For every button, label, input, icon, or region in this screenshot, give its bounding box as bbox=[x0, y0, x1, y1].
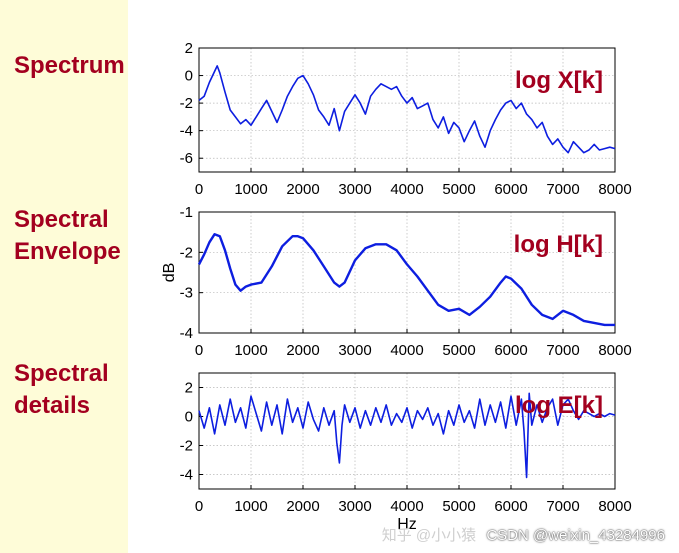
y-axis-label: dB bbox=[161, 263, 178, 283]
x-tick-label: 3000 bbox=[338, 498, 371, 515]
x-tick-label: 0 bbox=[195, 181, 203, 198]
series-line-3 bbox=[198, 392, 616, 479]
y-tick-label: -1 bbox=[180, 204, 193, 221]
y-tick-label: -2 bbox=[180, 95, 193, 112]
x-tick-label: 2000 bbox=[286, 342, 319, 359]
x-tick-label: 1000 bbox=[234, 181, 267, 198]
panel-annotation: log H[k] bbox=[514, 231, 603, 258]
y-tick-label: 0 bbox=[185, 409, 193, 426]
x-tick-label: 5000 bbox=[442, 181, 475, 198]
watermark: 知乎 @小小猿 CSDN @weixin_43284996 bbox=[382, 524, 665, 545]
label-spectral-envelope: Spectral Envelope bbox=[14, 206, 121, 265]
x-tick-label: 4000 bbox=[390, 342, 423, 359]
x-tick-label: 7000 bbox=[546, 342, 579, 359]
x-tick-label: 7000 bbox=[546, 181, 579, 198]
y-tick-label: -4 bbox=[180, 467, 193, 484]
x-tick-label: 4000 bbox=[390, 181, 423, 198]
x-tick-label: 1000 bbox=[234, 342, 267, 359]
x-tick-label: 5000 bbox=[442, 498, 475, 515]
label-spectrum: Spectrum bbox=[14, 52, 125, 79]
panel-annotation: log E[k] bbox=[515, 392, 603, 419]
x-tick-label: 7000 bbox=[546, 498, 579, 515]
x-tick-label: 0 bbox=[195, 342, 203, 359]
chart-panel-2: 0 1000 2000 3000 4000 5000 6000 7000 8000 -1 -2 -3 -… bbox=[161, 204, 632, 359]
x-tick-label: 8000 bbox=[598, 181, 631, 198]
series-line-1 bbox=[198, 65, 616, 154]
y-tick-label: -6 bbox=[180, 150, 193, 167]
x-tick-label: 3000 bbox=[338, 181, 371, 198]
y-tick-label: -4 bbox=[180, 123, 193, 140]
x-tick-label: 6000 bbox=[494, 342, 527, 359]
y-tick-label: -2 bbox=[180, 438, 193, 455]
x-tick-label: 3000 bbox=[338, 342, 371, 359]
watermark-text: CSDN @weixin_43284996 bbox=[486, 527, 665, 544]
chart-panel-3: 0 1000 2000 3000 4000 5000 6000 7000 8000 2 0 -2 -4 l… bbox=[180, 372, 632, 533]
x-tick-label: 6000 bbox=[494, 498, 527, 515]
y-tick-label: 2 bbox=[185, 380, 193, 397]
y-tick-label: -4 bbox=[180, 325, 193, 342]
y-tick-label: 0 bbox=[185, 68, 193, 85]
x-tick-label: 1000 bbox=[234, 498, 267, 515]
series-line-2 bbox=[197, 232, 615, 327]
figure-panel bbox=[128, 0, 668, 553]
x-axis-label: Hz bbox=[397, 516, 417, 533]
x-tick-label: 5000 bbox=[442, 342, 475, 359]
panel-annotation: log X[k] bbox=[515, 67, 603, 94]
watermark-faint-text: 知乎 @小小猿 bbox=[381, 527, 477, 544]
x-tick-label: 4000 bbox=[390, 498, 423, 515]
x-tick-label: 2000 bbox=[286, 498, 319, 515]
x-tick-label: 8000 bbox=[598, 342, 631, 359]
y-tick-label: -2 bbox=[180, 244, 193, 261]
y-tick-label: -3 bbox=[180, 285, 193, 302]
label-spectral-details: Spectral details bbox=[14, 360, 109, 419]
x-tick-label: 2000 bbox=[286, 181, 319, 198]
y-tick-label: 2 bbox=[185, 40, 193, 57]
x-tick-label: 6000 bbox=[494, 181, 527, 198]
x-tick-label: 8000 bbox=[598, 498, 631, 515]
x-tick-label: 0 bbox=[195, 498, 203, 515]
chart-panel-1: 0 1000 2000 3000 4000 5000 6000 7000 8000 2 0 -2 -4 -… bbox=[180, 40, 632, 198]
